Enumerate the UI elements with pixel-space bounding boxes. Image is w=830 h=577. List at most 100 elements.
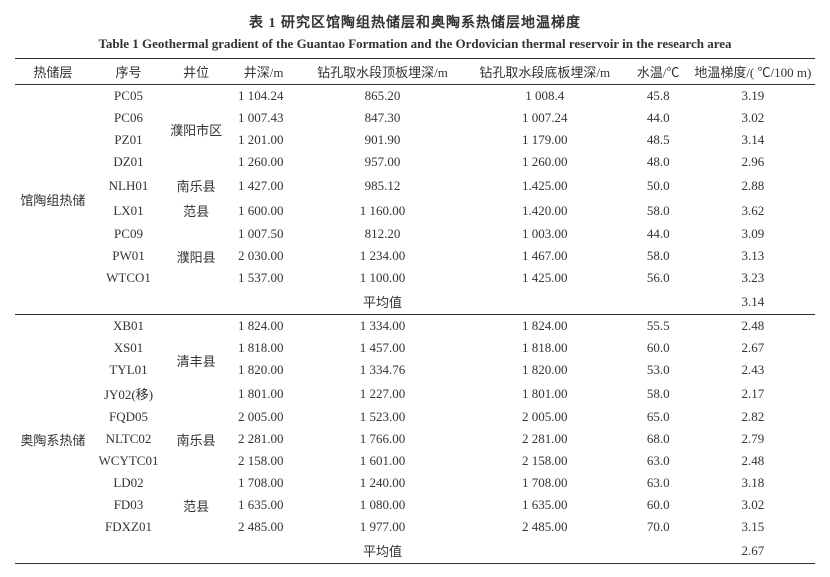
bottom-depth-cell: 1 179.00: [464, 129, 626, 151]
table-row: PZ011 201.00901.901 179.0048.53.14: [15, 129, 815, 151]
caption-en: Table 1 Geothermal gradient of the Guant…: [15, 36, 815, 52]
bottom-depth-cell: 1 635.00: [464, 494, 626, 516]
well-no-cell: WCYTC01: [91, 450, 167, 472]
empty-cell: [91, 289, 167, 315]
bottom-depth-cell: 2 158.00: [464, 450, 626, 472]
well-depth-cell: 1 427.00: [226, 173, 302, 198]
well-depth-cell: 1 007.50: [226, 223, 302, 245]
well-depth-cell: 1 600.00: [226, 198, 302, 223]
table-row: PC09濮阳县1 007.50812.201 003.0044.03.09: [15, 223, 815, 245]
col-header-depth: 井深/m: [226, 59, 302, 85]
top-depth-cell: 1 523.00: [301, 406, 463, 428]
top-depth-cell: 1 234.00: [301, 245, 463, 267]
gradient-cell: 2.67: [691, 337, 815, 359]
well-no-cell: TYL01: [91, 359, 167, 381]
table-row: JY02(移)1 801.001 227.001 801.0058.02.17: [15, 381, 815, 406]
table-row: LX01范县1 600.001 160.001.420.0058.03.62: [15, 198, 815, 223]
table-row: NLTC022 281.001 766.002 281.0068.02.79: [15, 428, 815, 450]
well-no-cell: XB01: [91, 315, 167, 338]
gradient-cell: 2.79: [691, 428, 815, 450]
well-depth-cell: 1 007.43: [226, 107, 302, 129]
bottom-depth-cell: 1 467.00: [464, 245, 626, 267]
average-row: 平均值2.67: [15, 538, 815, 564]
location-cell: 范县: [166, 472, 225, 538]
caption-zh: 表 1 研究区馆陶组热储层和奥陶系热储层地温梯度: [15, 12, 815, 32]
well-depth-cell: 1 635.00: [226, 494, 302, 516]
geothermal-table: 热储层 序号 井位 井深/m 钻孔取水段顶板埋深/m 钻孔取水段底板埋深/m 水…: [15, 58, 815, 564]
location-cell: 范县: [166, 198, 225, 223]
bottom-depth-cell: 1 425.00: [464, 267, 626, 289]
well-depth-cell: 1 820.00: [226, 359, 302, 381]
table-body: 馆陶组热储PC05濮阳市区1 104.24865.201 008.445.83.…: [15, 85, 815, 564]
empty-cell: [626, 289, 691, 315]
gradient-cell: 2.48: [691, 450, 815, 472]
well-no-cell: WTCO1: [91, 267, 167, 289]
well-no-cell: JY02(移): [91, 381, 167, 406]
gradient-cell: 3.62: [691, 198, 815, 223]
gradient-cell: 3.14: [691, 129, 815, 151]
well-depth-cell: 1 537.00: [226, 267, 302, 289]
table-row: TYL011 820.001 334.761 820.0053.02.43: [15, 359, 815, 381]
well-no-cell: NLH01: [91, 173, 167, 198]
col-header-grad: 地温梯度/( ℃/100 m): [691, 59, 815, 85]
empty-cell: [464, 289, 626, 315]
top-depth-cell: 847.30: [301, 107, 463, 129]
water-temp-cell: 44.0: [626, 223, 691, 245]
well-depth-cell: 2 030.00: [226, 245, 302, 267]
empty-cell: [464, 538, 626, 564]
well-no-cell: NLTC02: [91, 428, 167, 450]
top-depth-cell: 865.20: [301, 85, 463, 108]
gradient-cell: 3.15: [691, 516, 815, 538]
top-depth-cell: 957.00: [301, 151, 463, 173]
well-depth-cell: 1 201.00: [226, 129, 302, 151]
top-depth-cell: 1 227.00: [301, 381, 463, 406]
top-depth-cell: 1 457.00: [301, 337, 463, 359]
top-depth-cell: 1 160.00: [301, 198, 463, 223]
well-no-cell: LX01: [91, 198, 167, 223]
well-depth-cell: 2 281.00: [226, 428, 302, 450]
well-no-cell: PC06: [91, 107, 167, 129]
water-temp-cell: 63.0: [626, 450, 691, 472]
well-depth-cell: 2 158.00: [226, 450, 302, 472]
gradient-cell: 3.19: [691, 85, 815, 108]
water-temp-cell: 48.5: [626, 129, 691, 151]
water-temp-cell: 53.0: [626, 359, 691, 381]
gradient-cell: 3.02: [691, 494, 815, 516]
gradient-cell: 2.48: [691, 315, 815, 338]
bottom-depth-cell: 1 801.00: [464, 381, 626, 406]
well-depth-cell: 1 104.24: [226, 85, 302, 108]
water-temp-cell: 63.0: [626, 472, 691, 494]
col-header-temp: 水温/℃: [626, 59, 691, 85]
table-row: 奥陶系热储XB01清丰县1 824.001 334.001 824.0055.5…: [15, 315, 815, 338]
well-no-cell: PC09: [91, 223, 167, 245]
gradient-cell: 3.02: [691, 107, 815, 129]
location-cell: 清丰县: [166, 315, 225, 407]
top-depth-cell: 1 601.00: [301, 450, 463, 472]
top-depth-cell: 985.12: [301, 173, 463, 198]
bottom-depth-cell: 1.420.00: [464, 198, 626, 223]
well-depth-cell: 2 005.00: [226, 406, 302, 428]
gradient-cell: 2.43: [691, 359, 815, 381]
empty-cell: [91, 538, 167, 564]
table-row: 馆陶组热储PC05濮阳市区1 104.24865.201 008.445.83.…: [15, 85, 815, 108]
empty-cell: [226, 289, 302, 315]
col-header-reservoir: 热储层: [15, 59, 91, 85]
bottom-depth-cell: 1 820.00: [464, 359, 626, 381]
well-no-cell: XS01: [91, 337, 167, 359]
bottom-depth-cell: 2 485.00: [464, 516, 626, 538]
empty-cell: [166, 289, 225, 315]
well-depth-cell: 1 818.00: [226, 337, 302, 359]
water-temp-cell: 68.0: [626, 428, 691, 450]
gradient-cell: 3.18: [691, 472, 815, 494]
water-temp-cell: 45.8: [626, 85, 691, 108]
well-depth-cell: 2 485.00: [226, 516, 302, 538]
col-header-location: 井位: [166, 59, 225, 85]
table-row: PW012 030.001 234.001 467.0058.03.13: [15, 245, 815, 267]
gradient-cell: 2.17: [691, 381, 815, 406]
gradient-cell: 3.13: [691, 245, 815, 267]
table-container: 表 1 研究区馆陶组热储层和奥陶系热储层地温梯度 Table 1 Geother…: [15, 12, 815, 564]
well-no-cell: PW01: [91, 245, 167, 267]
top-depth-cell: 1 766.00: [301, 428, 463, 450]
table-row: FQD05南乐县2 005.001 523.002 005.0065.02.82: [15, 406, 815, 428]
average-row: 平均值3.14: [15, 289, 815, 315]
